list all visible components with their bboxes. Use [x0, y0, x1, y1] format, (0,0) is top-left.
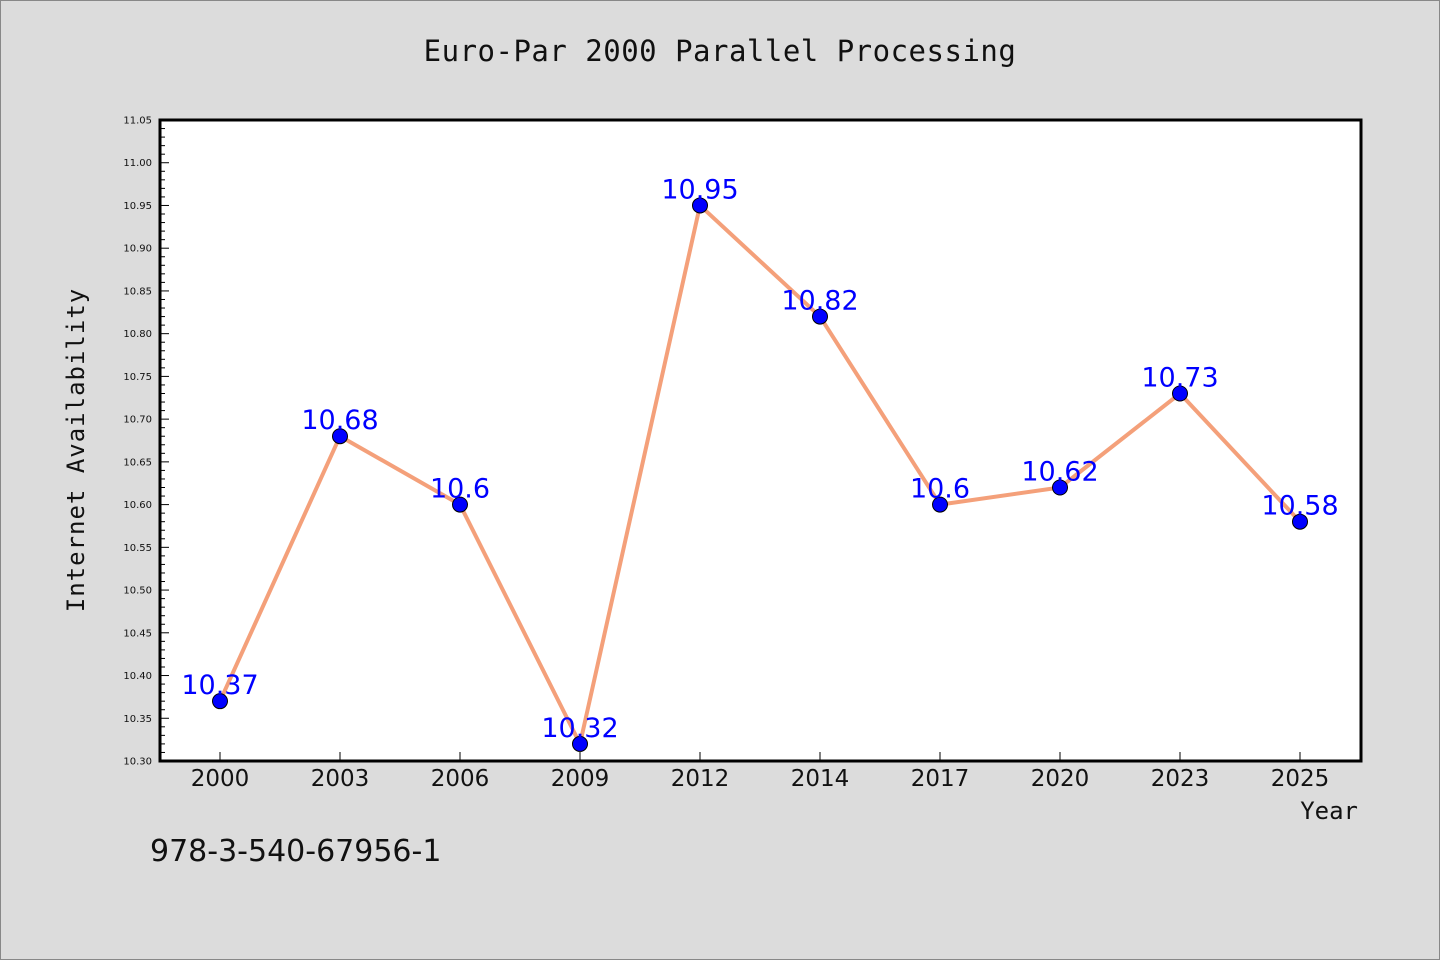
plot-area [158, 118, 1363, 763]
data-label: 10.95 [661, 174, 738, 205]
x-tick-label: 2020 [1031, 766, 1090, 792]
y-tick-label: 10.70 [123, 415, 152, 426]
y-tick-label: 10.30 [123, 757, 152, 768]
data-label: 10.6 [430, 474, 490, 505]
data-point [572, 735, 588, 752]
data-label: 10.82 [781, 286, 858, 317]
y-tick-label: 10.85 [123, 286, 152, 297]
data-label: 10.37 [181, 670, 258, 701]
x-tick-label: 2003 [311, 766, 370, 792]
data-label: 10.62 [1021, 457, 1098, 488]
data-point [932, 496, 948, 513]
x-tick-label: 2017 [911, 766, 970, 792]
isbn-footnote: 978-3-540-67956-1 [150, 834, 442, 869]
y-tick-label: 11.05 [123, 116, 152, 127]
data-point [1052, 479, 1068, 496]
y-tick-label: 10.50 [123, 586, 152, 597]
x-axis-label: Year [1300, 797, 1358, 825]
x-tick-label: 2014 [791, 766, 850, 792]
y-tick-label: 10.35 [123, 714, 152, 725]
y-tick-label: 10.80 [123, 329, 152, 340]
y-tick-label: 10.45 [123, 628, 152, 639]
data-label: 10.32 [541, 713, 618, 744]
data-label: 10.73 [1141, 362, 1218, 393]
data-label: 10.68 [301, 405, 378, 436]
x-tick-label: 2000 [191, 766, 250, 792]
data-point [332, 428, 348, 445]
x-tick-label: 2006 [431, 766, 490, 792]
x-tick-label: 2025 [1271, 766, 1330, 792]
series-line [218, 203, 1302, 746]
data-point [1172, 385, 1188, 402]
y-tick-label: 10.55 [123, 543, 152, 554]
y-axis-label: Internet Availability [62, 287, 90, 613]
y-tick-label: 11.00 [123, 158, 152, 169]
data-point [212, 693, 228, 710]
data-point [812, 308, 828, 325]
y-tick-label: 10.90 [123, 244, 152, 255]
y-tick-label: 10.75 [123, 372, 152, 383]
y-tick-label: 10.65 [123, 457, 152, 468]
x-tick-label: 2012 [671, 766, 730, 792]
data-label: 10.58 [1261, 491, 1338, 522]
y-tick-label: 10.40 [123, 671, 152, 682]
y-tick-label: 10.95 [123, 201, 152, 212]
data-point [692, 197, 708, 214]
data-point [452, 496, 468, 513]
y-tick-label: 10.60 [123, 500, 152, 511]
data-label: 10.6 [910, 474, 970, 505]
x-tick-label: 2009 [551, 766, 610, 792]
chart-title: Euro-Par 2000 Parallel Processing [423, 34, 1017, 68]
data-point [1292, 513, 1308, 530]
x-tick-label: 2023 [1151, 766, 1210, 792]
